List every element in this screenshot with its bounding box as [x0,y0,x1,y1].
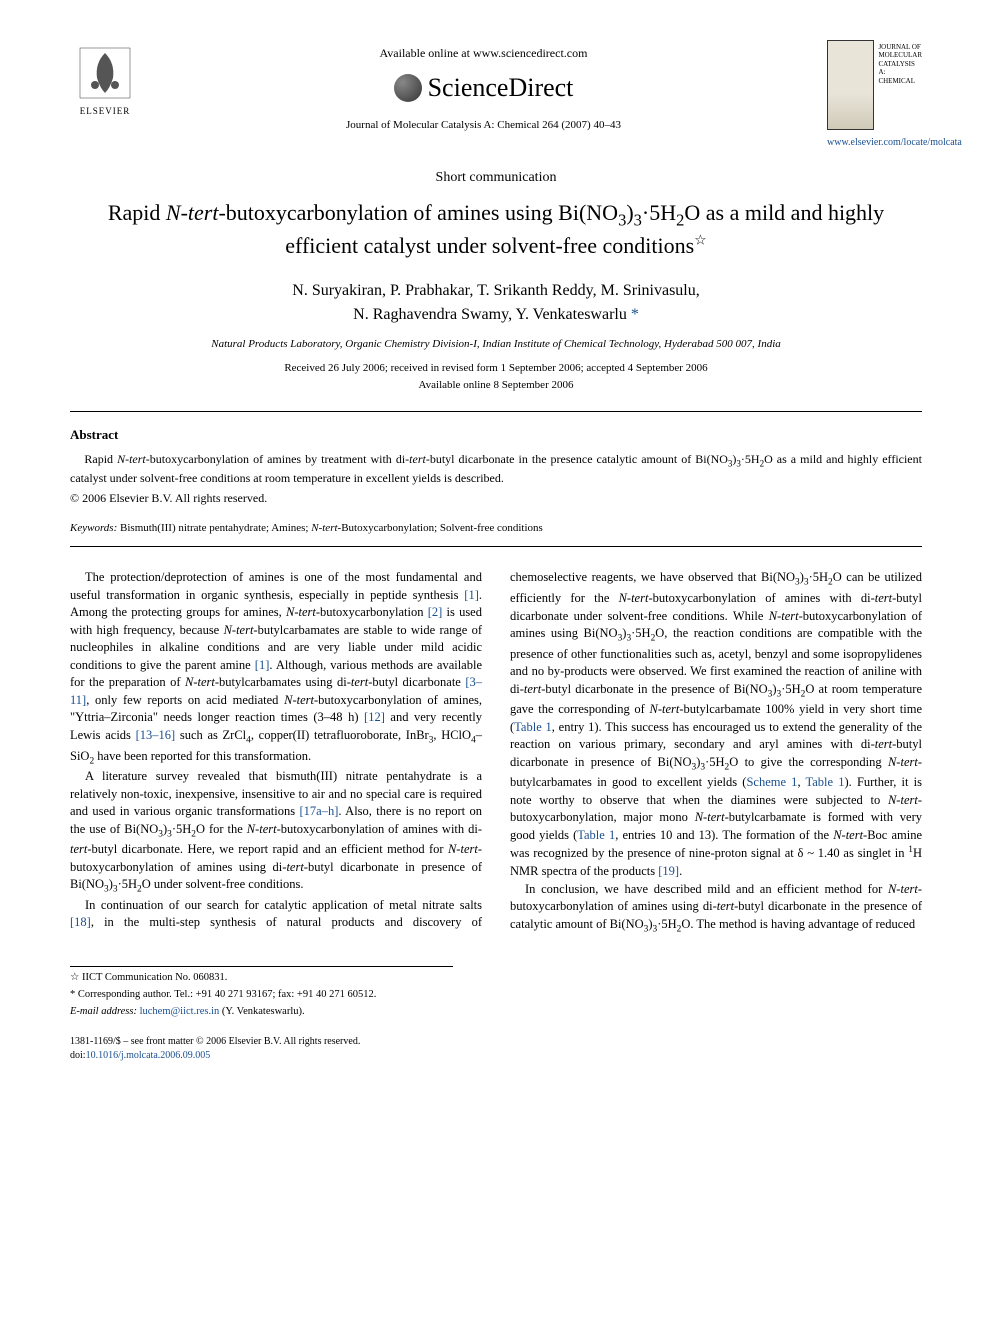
abstract-section: Abstract Rapid N-tert-butoxycarbonylatio… [70,426,922,507]
article-type: Short communication [70,168,922,188]
center-header: Available online at www.sciencedirect.co… [140,40,827,134]
footnote-iict: ☆ IICT Communication No. 060831. [70,971,453,986]
available-date: Available online 8 September 2006 [70,377,922,394]
sciencedirect-ball-icon [394,74,422,102]
sciencedirect-logo: ScienceDirect [140,70,827,106]
footer-rights: 1381-1169/$ – see front matter © 2006 El… [70,1035,922,1063]
journal-reference: Journal of Molecular Catalysis A: Chemic… [140,118,827,133]
email-link[interactable]: luchem@iict.res.in [140,1006,220,1017]
doi-line: doi:10.1016/j.molcata.2006.09.005 [70,1049,922,1063]
locate-link[interactable]: www.elsevier.com/locate/molcata [827,136,922,150]
rule-bottom [70,546,922,547]
doi-link[interactable]: 10.1016/j.molcata.2006.09.005 [86,1050,211,1061]
article-body: The protection/deprotection of amines is… [70,569,922,936]
journal-cover-thumbnail [827,40,874,130]
email-label: E-mail address: [70,1006,137,1017]
abstract-text: Rapid N-tert-butoxycarbonylation of amin… [70,451,922,487]
body-paragraph-1: The protection/deprotection of amines is… [70,569,482,768]
footnote-email: E-mail address: luchem@iict.res.in (Y. V… [70,1005,453,1020]
article-title: Rapid N-tert-butoxycarbonylation of amin… [90,198,902,261]
footnote-corresponding: * Corresponding author. Tel.: +91 40 271… [70,988,453,1003]
elsevier-tree-icon [75,43,135,103]
journal-name-label: JOURNAL OF MOLECULAR CATALYSIS A: CHEMIC… [878,43,922,85]
front-matter-text: 1381-1169/$ – see front matter © 2006 El… [70,1035,922,1049]
doi-label: doi: [70,1050,86,1061]
journal-header: ELSEVIER Available online at www.science… [70,40,922,150]
available-online-text: Available online at www.sciencedirect.co… [140,45,827,62]
received-date: Received 26 July 2006; received in revis… [70,360,922,377]
email-person: (Y. Venkateswarlu). [222,1006,305,1017]
elsevier-logo: ELSEVIER [70,40,140,120]
keywords-section: Keywords: Bismuth(III) nitrate pentahydr… [70,521,922,536]
sciencedirect-text: ScienceDirect [428,70,574,106]
elsevier-label: ELSEVIER [80,105,131,118]
affiliation: Natural Products Laboratory, Organic Che… [70,337,922,352]
authors-list: N. Suryakiran, P. Prabhakar, T. Srikanth… [70,279,922,327]
body-paragraph-2: A literature survey revealed that bismut… [70,768,482,897]
journal-cover-block: JOURNAL OF MOLECULAR CATALYSIS A: CHEMIC… [827,40,922,150]
keywords-label: Keywords: [70,522,117,534]
rule-top [70,411,922,412]
body-paragraph-4: In conclusion, we have described mild an… [510,881,922,937]
abstract-copyright: © 2006 Elsevier B.V. All rights reserved… [70,490,922,507]
article-dates: Received 26 July 2006; received in revis… [70,360,922,393]
footnotes: ☆ IICT Communication No. 060831. * Corre… [70,966,453,1019]
abstract-heading: Abstract [70,426,922,444]
keywords-text: Bismuth(III) nitrate pentahydrate; Amine… [120,522,543,534]
